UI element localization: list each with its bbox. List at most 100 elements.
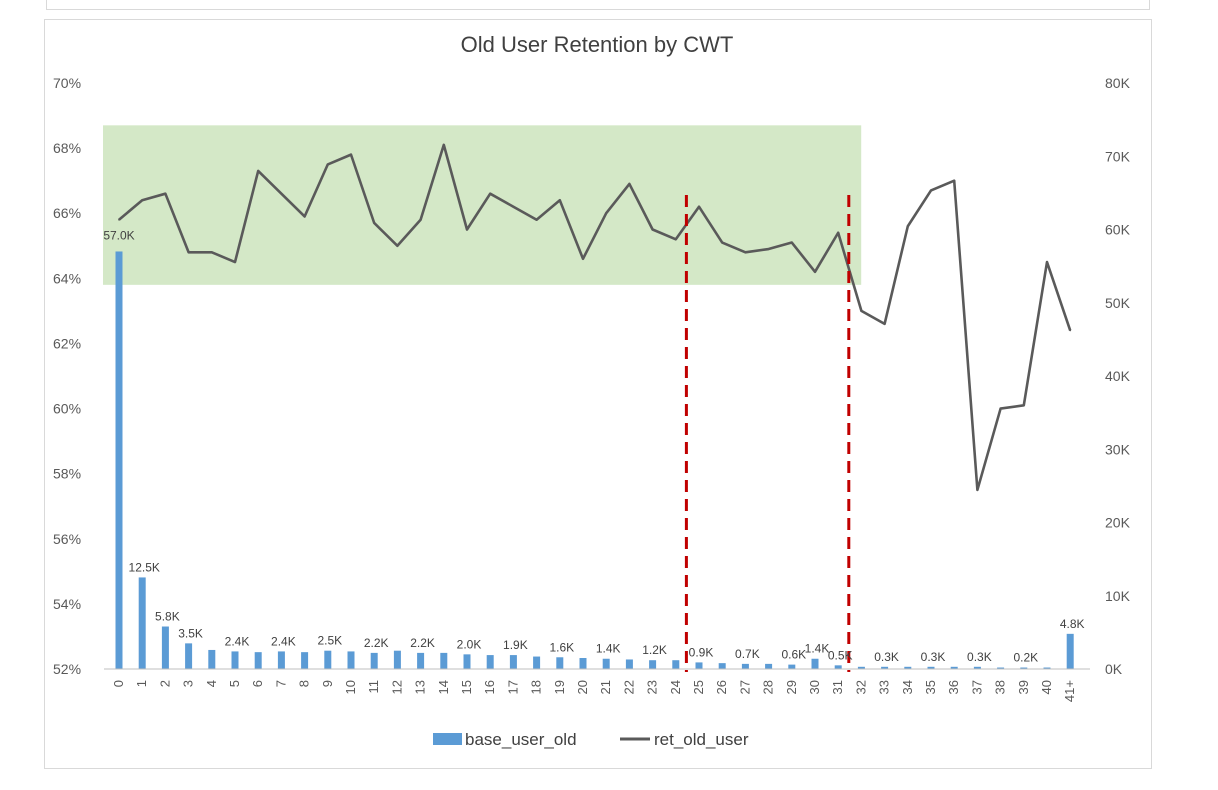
line-point-19 — [558, 199, 561, 202]
x-axis-tick-20: 20 — [575, 680, 590, 694]
line-point-0 — [118, 218, 120, 221]
bar-37 — [973, 666, 981, 669]
legend: base_user_old ret_old_user — [433, 730, 749, 749]
bar-label-19: 1.6K — [549, 640, 574, 654]
x-axis-tick-28: 28 — [761, 680, 776, 694]
line-point-20 — [582, 257, 584, 260]
bar-35 — [927, 666, 935, 669]
legend-label-base-user-old: base_user_old — [465, 730, 577, 749]
line-point-38 — [999, 407, 1002, 410]
bar-10 — [347, 651, 355, 669]
bars-layer — [115, 251, 1074, 669]
line-point-27 — [744, 251, 747, 254]
line-point-17 — [512, 205, 515, 208]
left-axis-tick-70-: 70% — [53, 75, 81, 91]
line-point-34 — [906, 225, 909, 228]
bar-40 — [1043, 667, 1051, 669]
x-axis-tick-25: 25 — [691, 680, 706, 694]
bar-label-5: 2.4K — [225, 634, 250, 648]
bar-label-2: 5.8K — [155, 610, 180, 624]
legend-label-ret-old-user: ret_old_user — [654, 730, 749, 749]
x-axis-tick-41-: 41+ — [1062, 680, 1077, 702]
x-axis-tick-24: 24 — [668, 680, 683, 694]
chart-title: Old User Retention by CWT — [461, 32, 734, 57]
left-axis-tick-60-: 60% — [53, 401, 81, 417]
left-axis-tick-68-: 68% — [53, 140, 81, 156]
bar-2 — [161, 626, 169, 669]
line-point-16 — [489, 192, 492, 195]
line-point-12 — [396, 244, 399, 247]
right-axis-tick-40k: 40K — [1105, 368, 1131, 384]
line-point-5 — [234, 261, 236, 263]
line-point-39 — [1022, 404, 1025, 407]
line-point-18 — [535, 218, 538, 221]
bar-label-23: 1.2K — [642, 643, 667, 657]
x-axis-tick-15: 15 — [459, 680, 474, 694]
bar-1 — [138, 577, 146, 669]
line-point-11 — [373, 222, 376, 224]
bar-label-25: 0.9K — [689, 645, 714, 659]
left-axis-tick-62-: 62% — [53, 335, 81, 351]
bar-38 — [997, 667, 1005, 669]
x-axis-tick-3: 3 — [181, 680, 196, 687]
x-axis-tick-17: 17 — [505, 680, 520, 694]
bar-26 — [718, 663, 726, 669]
bar-label-31: 0.5K — [828, 648, 853, 662]
line-point-22 — [628, 183, 631, 185]
bar-label-15: 2.0K — [457, 637, 482, 651]
line-point-9 — [326, 163, 329, 166]
bar-label-35: 0.3K — [921, 650, 946, 664]
bar-13 — [417, 652, 425, 669]
bar-7 — [277, 651, 285, 669]
x-axis-tick-0: 0 — [111, 680, 126, 687]
x-axis-tick-39: 39 — [1016, 680, 1031, 694]
line-point-13 — [419, 218, 422, 221]
x-axis-tick-38: 38 — [993, 680, 1008, 694]
x-axis-tick-11: 11 — [366, 680, 381, 694]
right-axis-tick-80k: 80K — [1105, 75, 1131, 91]
bar-17 — [509, 655, 517, 669]
x-axis-tick-18: 18 — [529, 680, 544, 694]
line-point-36 — [953, 179, 956, 182]
line-point-32 — [860, 309, 863, 312]
line-point-41- — [1069, 329, 1072, 332]
bar-30 — [811, 658, 819, 669]
x-axis-tick-2: 2 — [157, 680, 172, 687]
line-point-1 — [141, 199, 144, 202]
bar-21 — [602, 658, 610, 669]
line-point-21 — [605, 212, 608, 215]
right-axis-tick-60k: 60K — [1105, 222, 1131, 238]
bar-label-41-: 4.8K — [1060, 617, 1085, 631]
bar-18 — [533, 656, 541, 669]
line-point-24 — [674, 238, 677, 241]
right-axis-tick-50k: 50K — [1105, 295, 1131, 311]
x-axis-tick-19: 19 — [552, 680, 567, 694]
bar-27 — [741, 663, 749, 669]
x-axis-tick-37: 37 — [969, 680, 984, 694]
bar-15 — [463, 654, 471, 669]
right-axis-tick-0k: 0K — [1105, 661, 1123, 677]
bar-label-1: 12.5K — [129, 560, 160, 574]
left-axis-tick-56-: 56% — [53, 531, 81, 547]
line-point-37 — [976, 489, 979, 491]
bar-label-21: 1.4K — [596, 642, 621, 656]
x-axis-tick-6: 6 — [250, 680, 265, 687]
bar-label-17: 1.9K — [503, 638, 528, 652]
bar-28 — [765, 663, 773, 669]
line-point-8 — [303, 215, 306, 218]
x-axis-tick-10: 10 — [343, 680, 358, 694]
x-axis-tick-13: 13 — [413, 680, 428, 694]
bar-14 — [440, 652, 448, 669]
bar-label-30: 1.4K — [805, 642, 830, 656]
left-axis-tick-58-: 58% — [53, 466, 81, 482]
line-point-29 — [790, 241, 793, 244]
bar-5 — [231, 651, 239, 669]
x-axis-tick-22: 22 — [621, 680, 636, 694]
x-axis-tick-27: 27 — [737, 680, 752, 694]
x-axis-tick-1: 1 — [134, 680, 149, 687]
bar-11 — [370, 652, 378, 669]
bar-25 — [695, 662, 703, 669]
line-point-26 — [721, 241, 724, 244]
x-axis-tick-33: 33 — [877, 680, 892, 694]
